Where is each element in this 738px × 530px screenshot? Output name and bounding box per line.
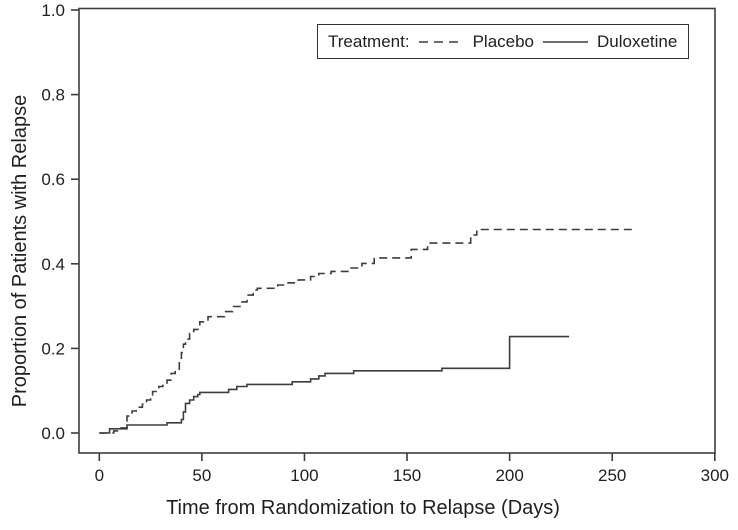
plot-frame [78,7,716,454]
x-tick-label: 200 [495,466,523,485]
duloxetine-curve [99,335,570,434]
x-tick-label: 150 [393,466,421,485]
legend-duloxetine-line-sample [543,40,589,43]
legend-title: Treatment: [328,31,410,51]
y-tick-label: 0.0 [41,424,65,443]
y-tick-label: 1.0 [41,1,65,20]
y-tick-label: 0.2 [41,339,65,358]
x-axis-title: Time from Randomization to Relapse (Days… [166,497,560,519]
x-tick-label: 250 [598,466,626,485]
y-tick-label: 0.8 [41,86,65,105]
placebo-curve [99,228,633,434]
y-tick-label: 0.4 [41,255,65,274]
x-tick-label: 100 [290,466,318,485]
y-axis-title: Proportion of Patients with Relapse [9,94,31,408]
y-tick-label: 0.6 [41,170,65,189]
legend-label-duloxetine: Duloxetine [597,31,678,51]
x-tick-label: 300 [701,466,729,485]
legend-label-placebo: Placebo [472,31,535,51]
legend-box: Treatment: Placebo Duloxetine [317,24,689,59]
x-tick-label: 50 [192,466,211,485]
x-tick-label: 0 [95,466,104,485]
legend-placebo-line-sample [418,40,464,43]
